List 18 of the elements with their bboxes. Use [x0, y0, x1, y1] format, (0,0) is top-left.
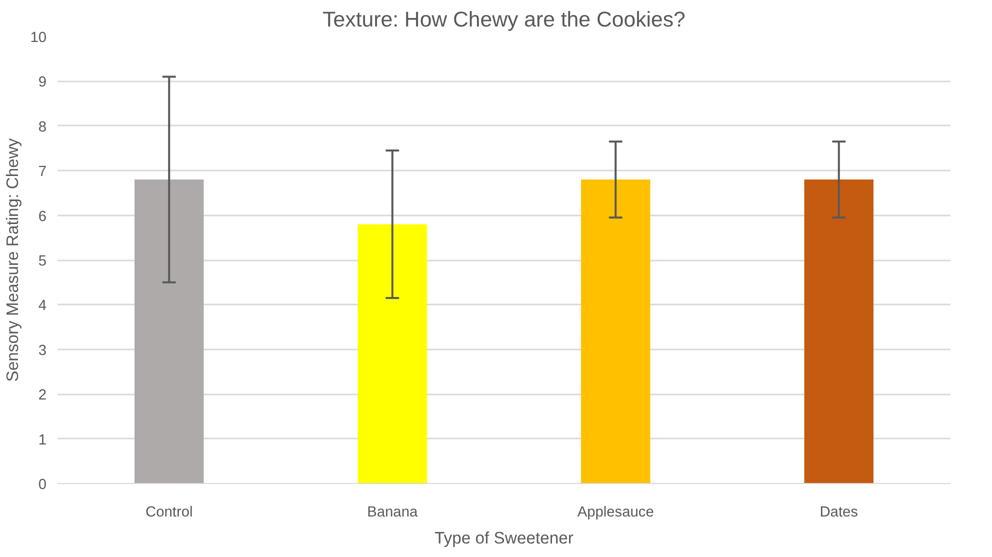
- y-tick-label: 5: [38, 254, 47, 270]
- y-tick-label: 0: [38, 477, 47, 493]
- y-tick-label: 9: [38, 74, 47, 91]
- y-tick-label: 3: [38, 342, 47, 359]
- y-tick-label: 10: [30, 30, 47, 46]
- y-tick-label: 6: [38, 208, 47, 225]
- chart-title: Texture: How Chewy are the Cookies?: [322, 8, 686, 32]
- y-tick-label: 7: [38, 164, 47, 180]
- x-axis-title: Type of Sweetener: [434, 528, 574, 548]
- x-tick-label: Banana: [367, 504, 418, 520]
- y-tick-label: 1: [38, 432, 47, 448]
- x-tick-label: Control: [146, 504, 193, 520]
- y-tick-label: 2: [38, 388, 47, 404]
- x-tick-label: Applesauce: [577, 504, 654, 520]
- x-tick-label: Dates: [820, 504, 858, 520]
- y-tick-label: 4: [38, 298, 47, 314]
- y-tick-label: 8: [38, 119, 47, 136]
- y-axis-title: Sensory Measure Rating: Chewy: [3, 138, 22, 382]
